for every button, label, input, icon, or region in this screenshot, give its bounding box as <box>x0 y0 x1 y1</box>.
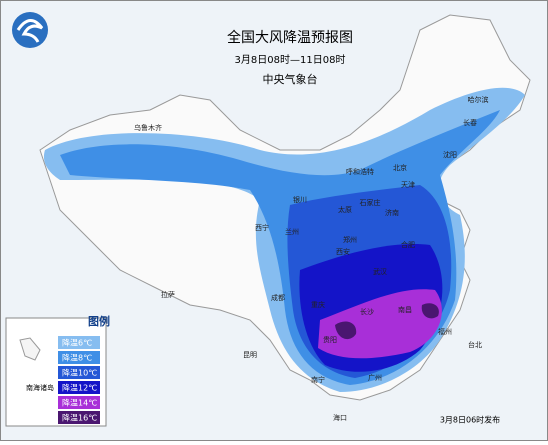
city-label: 北京 <box>393 163 407 172</box>
map-title: 全国大风降温预报图 <box>227 29 353 46</box>
legend-swatch <box>58 366 100 379</box>
city-label: 兰州 <box>285 227 299 236</box>
city-label: 哈尔滨 <box>468 95 489 104</box>
city-label: 昆明 <box>243 351 257 359</box>
legend-label: 降温6℃ <box>62 338 92 348</box>
city-label: 郑州 <box>343 236 357 244</box>
city-label: 太原 <box>338 205 352 214</box>
legend-swatch <box>58 381 100 394</box>
city-label: 重庆 <box>311 300 325 309</box>
period: 3月8日08时—11日08时 <box>235 54 346 66</box>
city-label: 银川 <box>293 195 307 204</box>
city-label: 南宁 <box>311 375 325 384</box>
legend: 图例 降温6℃ 降温8℃ 降温10℃ 降温12℃ 降温14℃ 降温16℃ 南海诸岛 <box>5 314 110 427</box>
city-label: 天津 <box>401 181 415 189</box>
city-label: 武汉 <box>373 267 387 276</box>
city-label: 福州 <box>438 327 452 336</box>
city-label: 石家庄 <box>360 198 381 207</box>
logo <box>12 12 48 48</box>
legend-swatch <box>58 411 100 424</box>
city-label: 广州 <box>368 373 382 382</box>
inset-label: 南海诸岛 <box>26 383 54 392</box>
city-label: 长沙 <box>360 307 374 316</box>
city-label: 呼和浩特 <box>346 167 374 176</box>
city-label: 济南 <box>385 208 399 217</box>
city-label: 海口 <box>333 413 347 422</box>
city-label: 乌鲁木齐 <box>134 123 162 132</box>
issuer: 中央气象台 <box>263 72 318 86</box>
city-label: 台北 <box>468 340 482 349</box>
city-label: 长春 <box>463 118 477 127</box>
legend-label: 降温8℃ <box>62 353 92 363</box>
legend-label: 降温14℃ <box>62 398 97 408</box>
city-label: 贵阳 <box>323 335 337 344</box>
cooling-zones <box>43 87 525 393</box>
city-label: 合肥 <box>401 240 415 249</box>
legend-title: 图例 <box>88 314 110 328</box>
city-label: 成都 <box>271 293 285 302</box>
city-label: 西安 <box>336 247 350 256</box>
legend-swatch <box>58 396 100 409</box>
city-label: 南昌 <box>398 305 412 314</box>
legend-label: 降温10℃ <box>62 368 97 378</box>
city-label: 西宁 <box>255 223 269 232</box>
legend-swatch <box>58 351 100 364</box>
legend-label: 降温12℃ <box>62 383 97 393</box>
city-label: 拉萨 <box>161 290 175 299</box>
city-label: 沈阳 <box>443 150 457 159</box>
issue-time: 3月8日06时发布 <box>440 415 500 425</box>
legend-swatch <box>58 336 100 349</box>
legend-label: 降温16℃ <box>62 413 97 423</box>
inset-land <box>19 337 41 361</box>
